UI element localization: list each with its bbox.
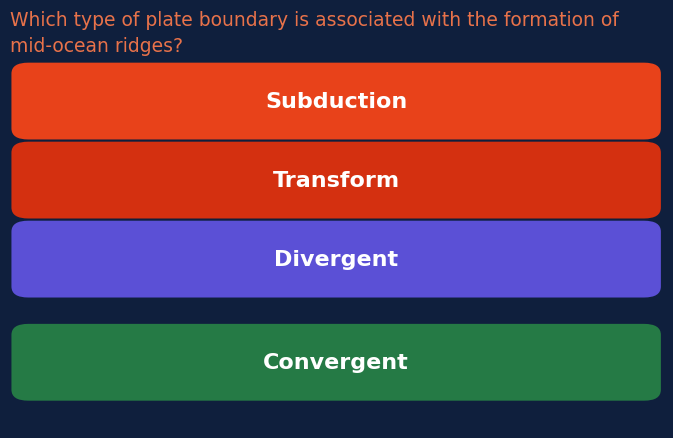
- Text: Which type of plate boundary is associated with the formation of
mid-ocean ridge: Which type of plate boundary is associat…: [10, 11, 619, 57]
- Text: Divergent: Divergent: [274, 250, 398, 269]
- FancyBboxPatch shape: [11, 324, 661, 401]
- Text: Convergent: Convergent: [263, 353, 409, 372]
- FancyBboxPatch shape: [11, 142, 661, 219]
- FancyBboxPatch shape: [11, 64, 661, 140]
- Text: Subduction: Subduction: [265, 92, 407, 112]
- Text: Transform: Transform: [273, 171, 400, 191]
- FancyBboxPatch shape: [11, 221, 661, 298]
